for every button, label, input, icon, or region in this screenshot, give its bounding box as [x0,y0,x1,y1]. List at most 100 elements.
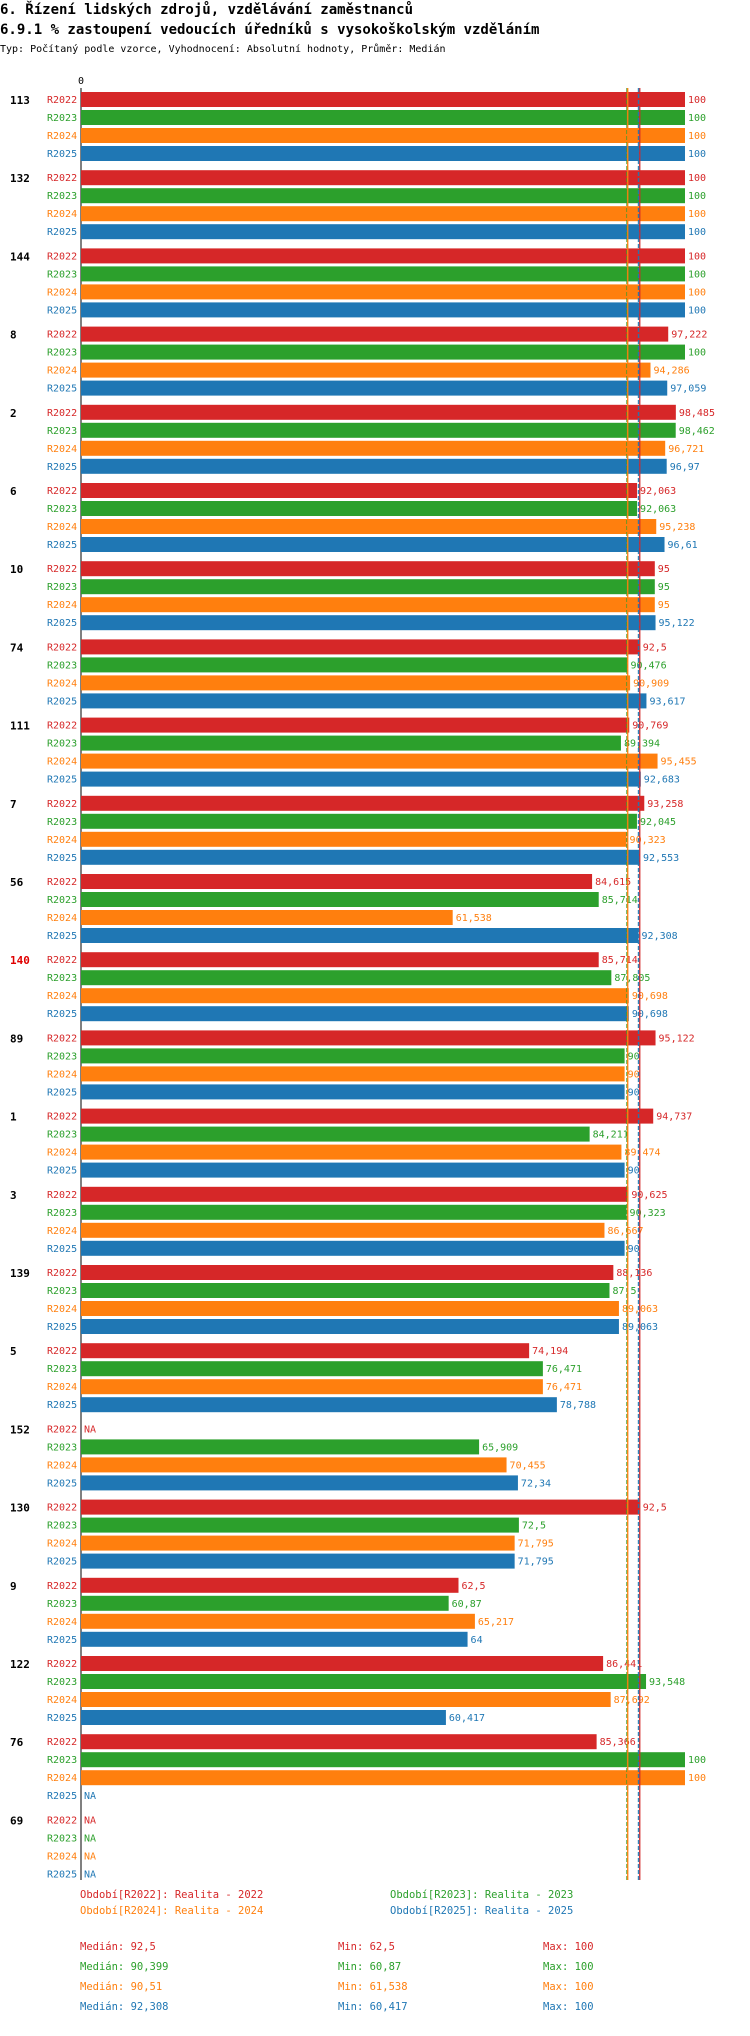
group-label-69: 69 [10,1814,23,1827]
bar-130-r2024 [81,1535,515,1551]
series-label-69-r2022: R2022 [47,1815,77,1826]
series-label-3-r2024: R2024 [47,1226,77,1237]
series-label-140-r2024: R2024 [47,991,77,1002]
bar-76-r2023 [81,1752,685,1768]
series-label-56-r2023: R2023 [47,895,77,906]
series-label-9-r2022: R2022 [47,1581,77,1592]
bar-1-r2022 [81,1108,654,1124]
stat-median-r2022: Medián: 92,5 [80,1941,156,1953]
value-label-10-r2023: 95 [658,582,670,593]
series-label-111-r2022: R2022 [47,721,77,732]
series-label-140-r2022: R2022 [47,955,77,966]
series-label-122-r2024: R2024 [47,1695,77,1706]
group-label-139: 139 [10,1267,30,1280]
chart-title: 6. Řízení lidských zdrojů, vzdělávání za… [0,2,414,18]
series-label-9-r2023: R2023 [47,1599,77,1610]
bar-113-r2022 [81,92,685,107]
bar-140-r2024 [81,988,629,1004]
bar-132-r2024 [81,206,685,222]
bar-113-r2023 [81,110,685,125]
series-label-113-r2023: R2023 [47,113,77,124]
bar-144-r2022 [81,248,685,264]
series-label-139-r2024: R2024 [47,1304,77,1315]
value-label-130-r2025: 71,795 [518,1557,554,1568]
stat-max-r2023: Max: 100 [543,1961,594,1973]
value-label-139-r2022: 88,136 [616,1268,652,1279]
series-label-111-r2024: R2024 [47,757,77,768]
bar-5-r2025 [81,1397,557,1413]
group-label-5: 5 [10,1345,17,1358]
bar-5-r2023 [81,1361,543,1377]
bar-1-r2025 [81,1162,625,1178]
series-label-2-r2023: R2023 [47,426,77,437]
value-label-111-r2023: 89,394 [624,739,660,750]
series-label-144-r2022: R2022 [47,251,77,262]
bar-9-r2025 [81,1631,468,1647]
legend-r2023: Období[R2023]: Realita - 2023 [390,1889,574,1901]
bar-111-r2024 [81,753,658,769]
bar-152-r2024 [81,1457,507,1473]
series-label-89-r2023: R2023 [47,1051,77,1062]
series-label-3-r2025: R2025 [47,1244,77,1255]
group-label-111: 111 [10,720,30,733]
series-label-89-r2024: R2024 [47,1069,77,1080]
series-label-6-r2022: R2022 [47,486,77,497]
value-label-130-r2022: 92,5 [643,1503,667,1514]
value-label-122-r2025: 60,417 [449,1713,485,1724]
series-label-89-r2025: R2025 [47,1087,77,1098]
group-label-10: 10 [10,563,23,576]
value-label-140-r2022: 85,714 [602,955,638,966]
bar-76-r2024 [81,1770,685,1786]
series-label-5-r2023: R2023 [47,1364,77,1375]
series-label-56-r2025: R2025 [47,931,77,942]
value-label-144-r2023: 100 [688,269,706,280]
value-label-140-r2023: 87,805 [614,973,650,984]
series-label-7-r2022: R2022 [47,799,77,810]
series-label-76-r2022: R2022 [47,1737,77,1748]
value-label-152-r2024: 70,455 [510,1460,546,1471]
value-label-132-r2025: 100 [688,227,706,238]
bar-9-r2022 [81,1577,459,1593]
value-label-8-r2022: 97,222 [671,330,707,341]
series-label-140-r2025: R2025 [47,1009,77,1020]
value-label-113-r2022: 100 [688,95,706,106]
series-label-140-r2023: R2023 [47,973,77,984]
series-label-144-r2023: R2023 [47,269,77,280]
value-label-76-r2022: 85,366 [600,1737,636,1748]
bar-74-r2024 [81,675,631,691]
bar-7-r2023 [81,813,637,829]
bar-144-r2025 [81,302,685,318]
bar-130-r2022 [81,1499,640,1515]
bar-10-r2022 [81,561,655,577]
bar-89-r2024 [81,1066,625,1082]
series-label-10-r2023: R2023 [47,582,77,593]
value-label-3-r2022: 90,625 [631,1190,667,1201]
bar-76-r2022 [81,1734,597,1750]
value-label-9-r2023: 60,87 [452,1599,482,1610]
series-label-2-r2022: R2022 [47,408,77,419]
value-label-2-r2024: 96,721 [668,444,704,455]
group-label-1: 1 [10,1111,17,1124]
value-label-9-r2022: 62,5 [462,1581,486,1592]
series-label-76-r2024: R2024 [47,1773,77,1784]
legend-r2024: Období[R2024]: Realita - 2024 [80,1905,264,1917]
value-label-76-r2025: NA [84,1791,96,1802]
bar-122-r2023 [81,1674,647,1689]
value-label-56-r2025: 92,308 [642,931,678,942]
stat-min-r2023: Min: 60,87 [338,1961,402,1973]
value-label-2-r2025: 96,97 [670,462,700,473]
value-label-56-r2022: 84,615 [595,877,631,888]
series-label-113-r2025: R2025 [47,149,77,160]
bar-130-r2025 [81,1553,515,1569]
series-label-1-r2022: R2022 [47,1112,77,1123]
series-label-8-r2023: R2023 [47,348,77,359]
chart-meta: Typ: Počítaný podle vzorce, Vyhodnocení:… [0,44,446,55]
bar-140-r2025 [81,1006,629,1022]
series-label-69-r2025: R2025 [47,1869,77,1880]
bar-3-r2024 [81,1222,605,1238]
value-label-89-r2025: 90 [628,1087,640,1098]
series-label-111-r2023: R2023 [47,739,77,750]
series-label-1-r2023: R2023 [47,1130,77,1141]
value-label-3-r2025: 90 [628,1244,640,1255]
bar-7-r2022 [81,795,645,811]
